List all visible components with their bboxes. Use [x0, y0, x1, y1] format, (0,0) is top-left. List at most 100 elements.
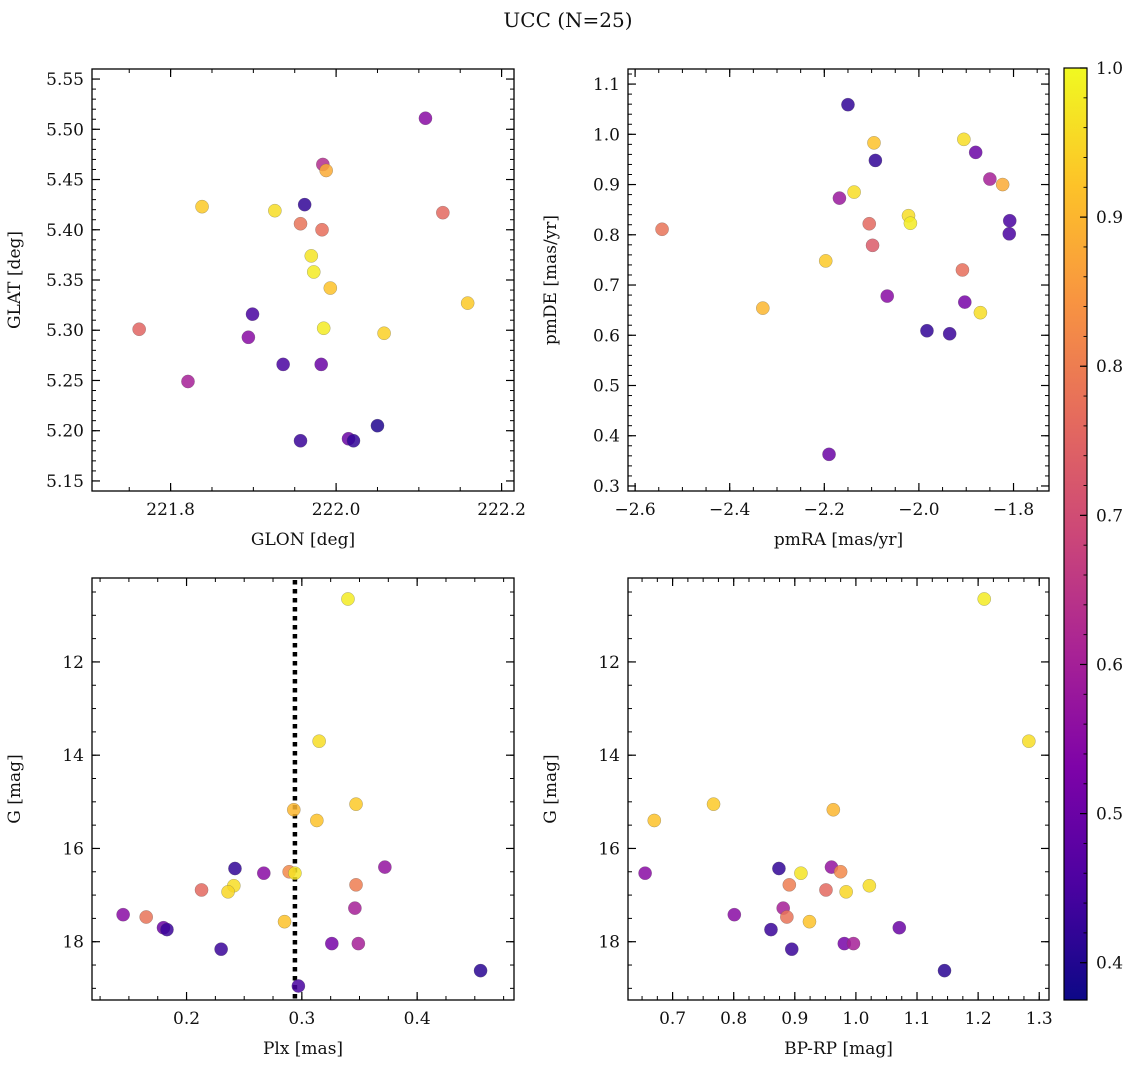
- x-tick-label: 0.4: [404, 1009, 431, 1029]
- x-axis-label: BP-RP [mag]: [784, 1039, 893, 1059]
- data-point: [291, 979, 306, 993]
- x-tick-label: −2.2: [804, 500, 845, 520]
- data-point: [297, 197, 312, 212]
- panel-glon-glat: 221.8 222.0 222.2 5.15 5.20 5.25 5.30 5.35 5.40 5…: [5, 68, 526, 550]
- x-tick-label: −2.4: [709, 500, 750, 520]
- data-point: [818, 254, 833, 268]
- data-point: [304, 249, 319, 263]
- data-point: [349, 797, 363, 811]
- data-point: [316, 321, 331, 336]
- x-tick-label: 0.9: [781, 1009, 808, 1029]
- data-point: [782, 878, 797, 892]
- data-point: [983, 172, 997, 186]
- x-axis-label: Plx [mas]: [263, 1039, 343, 1059]
- y-tick-label: 0.3: [593, 477, 620, 497]
- data-point: [794, 866, 808, 880]
- x-tick-label: 1.0: [842, 1009, 869, 1029]
- axes-frame: [627, 577, 1050, 1001]
- x-axis-label: GLON [deg]: [251, 530, 355, 550]
- y-tick-label: 5.25: [46, 371, 84, 391]
- y-tick-label: 5.30: [46, 321, 84, 341]
- x-tick-label: 0.7: [659, 1009, 686, 1029]
- data-point: [293, 216, 308, 231]
- x-tick-label: 0.3: [288, 1009, 315, 1029]
- data-point: [351, 936, 366, 951]
- data-point: [862, 216, 877, 231]
- data-point: [968, 145, 983, 160]
- x-tick-label: −2.6: [614, 500, 655, 520]
- data-point: [314, 357, 329, 372]
- x-tick-label: 0.8: [720, 1009, 747, 1029]
- axes-frame: [91, 577, 515, 1001]
- data-point: [647, 813, 662, 828]
- data-point: [341, 592, 355, 606]
- data-point: [868, 153, 883, 168]
- data-point: [195, 199, 209, 214]
- y-tick-label: 0.5: [593, 377, 620, 397]
- colorbar-tick-label: 1.0: [1096, 59, 1123, 79]
- data-point: [826, 802, 841, 817]
- y-tick-label: 0.6: [593, 326, 620, 346]
- data-point: [865, 238, 880, 253]
- data-point: [221, 885, 235, 899]
- data-point: [920, 323, 934, 338]
- x-tick-label: 222.0: [312, 500, 361, 520]
- data-point: [194, 883, 209, 897]
- data-point: [228, 861, 242, 876]
- y-tick-label: 16: [62, 839, 84, 859]
- data-point: [132, 322, 146, 337]
- data-point: [832, 191, 847, 205]
- data-point: [256, 866, 271, 880]
- data-point: [370, 418, 385, 433]
- data-point: [955, 263, 970, 277]
- data-point: [957, 132, 971, 147]
- data-point: [323, 281, 338, 295]
- data-point: [288, 866, 302, 880]
- data-point: [116, 907, 130, 922]
- x-axis-label: pmRA [mas/yr]: [774, 530, 903, 550]
- y-tick-label: 5.45: [46, 171, 84, 191]
- y-tick-label: 0.4: [593, 427, 620, 447]
- data-point: [841, 97, 855, 112]
- y-tick-label: 12: [598, 653, 620, 673]
- data-point: [312, 734, 326, 749]
- y-tick-label: 5.15: [46, 472, 84, 492]
- data-point: [973, 305, 988, 320]
- data-point: [892, 920, 907, 935]
- axes-frame: [627, 68, 1050, 492]
- data-point: [241, 330, 256, 345]
- data-point: [706, 797, 721, 811]
- data-point: [802, 914, 817, 929]
- data-point: [862, 878, 877, 893]
- data-point: [780, 910, 794, 924]
- y-tick-label: 1.0: [593, 125, 620, 145]
- y-tick-label: 16: [598, 839, 620, 859]
- x-tick-label: 221.8: [146, 500, 195, 520]
- y-tick-label: 0.8: [593, 226, 620, 246]
- x-tick-label: 1.3: [1026, 1009, 1053, 1029]
- data-point: [181, 374, 195, 389]
- colorbar-tick-label: 0.7: [1096, 506, 1123, 526]
- data-point: [460, 296, 475, 310]
- data-point: [349, 878, 363, 892]
- colorbar-frame: [1063, 67, 1088, 1001]
- figure-title: UCC (N=25): [503, 8, 633, 32]
- data-point: [833, 864, 848, 879]
- x-tick-label: −2.0: [898, 500, 939, 520]
- x-tick-label: −1.8: [993, 500, 1034, 520]
- data-point: [245, 307, 260, 321]
- colorbar-tick-label: 0.9: [1096, 208, 1123, 228]
- data-point: [655, 222, 669, 237]
- colorbar-tick-label: 0.8: [1096, 357, 1123, 377]
- data-point: [214, 942, 228, 956]
- colorbar-tick-label: 0.4: [1096, 954, 1123, 974]
- colorbar-tick-label: 0.6: [1096, 655, 1123, 675]
- x-tick-label: 1.2: [965, 1009, 992, 1029]
- data-point: [764, 922, 778, 937]
- data-point: [436, 205, 450, 220]
- panel-bprp-g: 0.7 0.8 0.9 1.0 1.1 1.2 1.3 12 14 16 18 BP-RP [mag]…: [541, 577, 1053, 1059]
- data-point: [846, 936, 861, 951]
- y-axis-label: G [mag]: [5, 754, 25, 823]
- data-point: [306, 265, 321, 279]
- data-point: [819, 883, 833, 897]
